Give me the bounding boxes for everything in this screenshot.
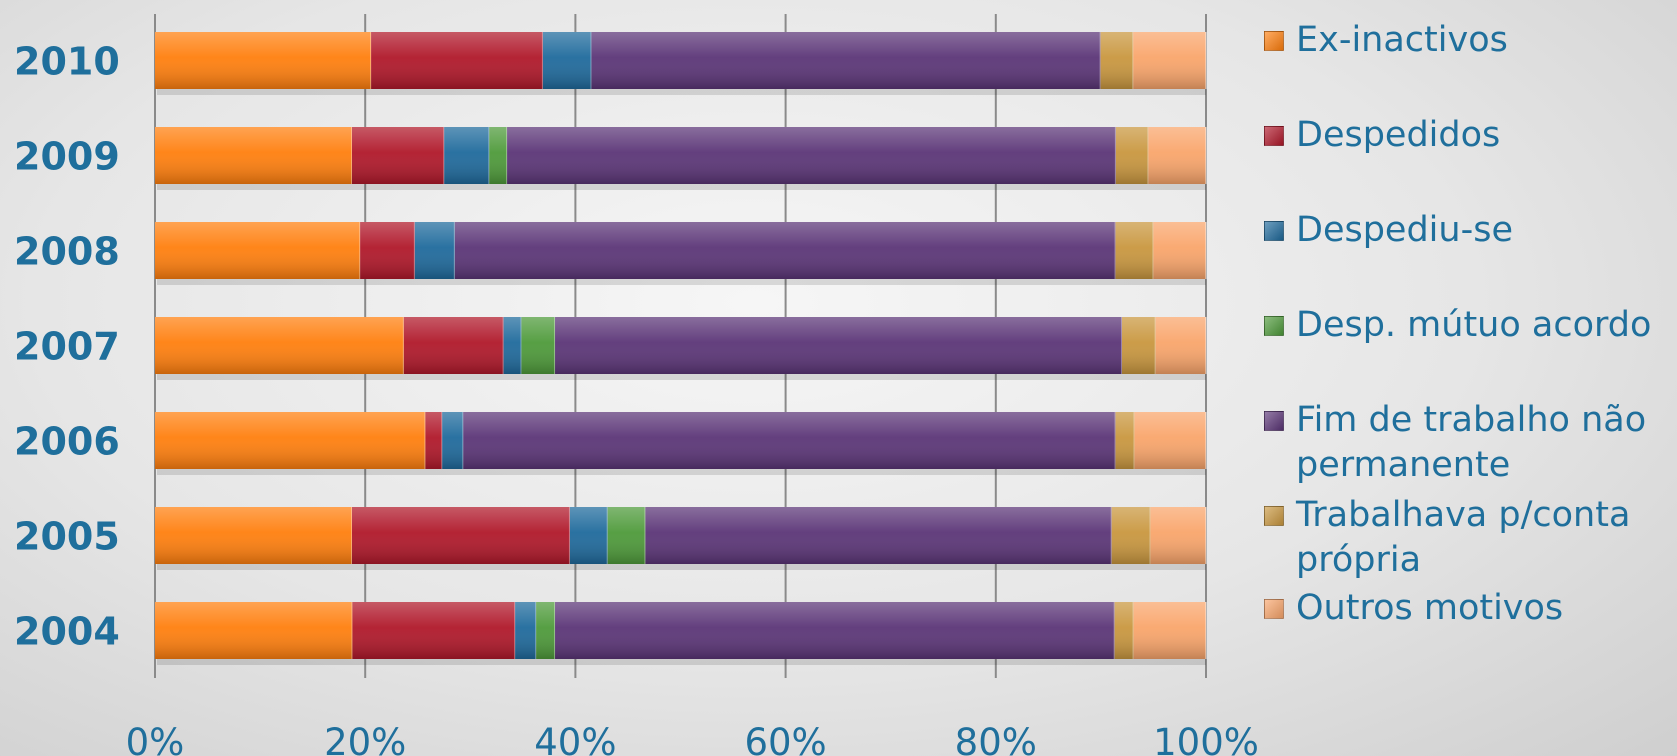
bar-segment-shine [521,317,556,374]
legend-label: Despediu-se [1296,210,1513,250]
x-tick-label: 60% [744,721,826,756]
bar-shadow [157,659,1206,665]
y-tick-label: 2008 [14,230,120,274]
y-tick-label: 2005 [14,515,120,559]
legend-swatch [1264,126,1284,146]
bar-segment-shine [507,127,1116,184]
bar-segment-shine [555,602,1115,659]
bar-segment-shine [1155,317,1206,374]
bar-segment-shine [155,507,352,564]
legend-swatch [1264,599,1284,619]
bar-segment-shine [607,507,646,564]
bar-segment-shine [489,127,508,184]
bar-segment-shine [444,127,490,184]
x-axis-labels: 0% 20% 40% 60% 80% 100% [126,721,1259,756]
legend-item: Ex-inactivos [1262,18,1672,63]
bar-segment-shine [155,317,404,374]
bar-segment-shine [442,412,464,469]
bar-segment-shine [454,222,1116,279]
legend-swatch [1264,316,1284,336]
x-tick-label: 40% [534,721,616,756]
bar-segment-shine [555,317,1123,374]
x-tick-label: 20% [324,721,406,756]
bar-shadow [157,89,1206,95]
bar-segment-shine [591,32,1101,89]
y-tick-label: 2007 [14,325,120,369]
bar-segment-shine [371,32,543,89]
bar-segment-shine [536,602,556,659]
bar-segment-shine [1115,412,1135,469]
bar-segment-shine [1115,127,1149,184]
bar-segment-shine [1100,32,1134,89]
bar-shadow [157,279,1206,285]
bar-shadow [157,469,1206,475]
bar-shadow [157,564,1206,570]
legend-label: Outros motivos [1296,588,1564,628]
bar-segment-shine [425,412,443,469]
bar-segment-shine [351,127,445,184]
legend-item: Fim de trabalho não permanente [1262,398,1672,488]
legend-swatch [1264,31,1284,51]
x-tick-label: 80% [955,721,1037,756]
legend-item: Outros motivos [1262,586,1672,631]
y-tick-label: 2009 [14,135,120,179]
bar-segment-shine [1133,602,1206,659]
legend-swatch [1264,506,1284,526]
bar-segment-shine [542,32,592,89]
bar-segment-shine [352,602,516,659]
bar-segment-shine [414,222,455,279]
y-axis-labels: 2010 2009 2008 2007 2006 2005 2004 [14,40,120,654]
bar-segment-shine [645,507,1112,564]
bar-shadow [157,184,1206,190]
legend-label: Fim de trabalho não [1296,400,1647,440]
legend-swatch [1264,221,1284,241]
legend-item: Trabalhava p/conta própria [1262,493,1672,583]
legend-swatch [1264,411,1284,431]
x-tick-label: 100% [1153,721,1259,756]
legend-label: permanente [1296,445,1511,485]
bar-segment-shine [503,317,522,374]
bar-segment-shine [1153,222,1206,279]
bar-segment-shine [403,317,504,374]
bars [155,32,1207,665]
legend-label: Desp. mútuo acordo [1296,305,1652,345]
legend-item: Despediu-se [1262,208,1672,253]
bar-segment-shine [351,507,570,564]
bar-segment-shine [155,127,352,184]
legend-label: Trabalhava p/conta [1296,495,1631,535]
bar-segment-shine [1134,412,1206,469]
bar-segment-shine [1150,507,1206,564]
y-tick-label: 2004 [14,610,120,654]
bar-segment-shine [1148,127,1206,184]
x-tick-label: 0% [126,721,185,756]
bar-segment-shine [515,602,537,659]
bar-segment-shine [1122,317,1156,374]
bar-segment-shine [155,602,353,659]
y-tick-label: 2010 [14,40,120,84]
y-tick-label: 2006 [14,420,120,464]
bar-segment-shine [360,222,415,279]
legend-item: Desp. mútuo acordo [1262,303,1672,348]
bar-shadow [157,374,1206,380]
legend-label: Ex-inactivos [1296,20,1508,60]
bar-segment-shine [155,412,426,469]
legend-label: própria [1296,540,1422,580]
bar-segment-shine [155,32,372,89]
bar-segment-shine [1115,222,1154,279]
bar-segment-shine [1114,602,1134,659]
legend-item: Despedidos [1262,113,1672,158]
bar-segment-shine [1133,32,1206,89]
bar-segment-shine [569,507,608,564]
bar-segment-shine [463,412,1116,469]
legend-label: Despedidos [1296,115,1501,155]
bar-segment-shine [1111,507,1151,564]
bar-segment-shine [155,222,361,279]
